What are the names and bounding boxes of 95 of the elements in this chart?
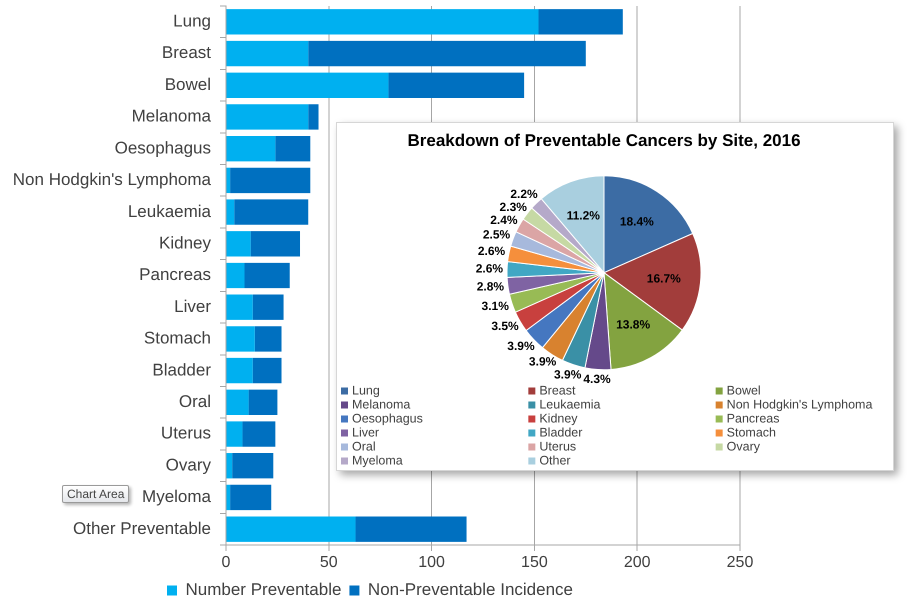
bar — [230, 484, 272, 510]
bar — [226, 484, 230, 510]
legend-label: Kidney — [539, 411, 578, 426]
y-tick-label: Myeloma — [142, 487, 212, 506]
y-tick-label: Non Hodgkin's Lymphoma — [12, 170, 212, 190]
bar — [275, 136, 310, 162]
y-tick-label: Melanoma — [132, 106, 212, 126]
bar — [226, 421, 242, 447]
bar — [226, 516, 356, 542]
y-tick-label: Bowel — [164, 74, 211, 94]
data-label: 3.9% — [554, 367, 582, 382]
bar — [226, 199, 234, 225]
data-label: 2.6% — [478, 244, 506, 258]
data-label: 2.2% — [510, 187, 538, 202]
bar — [244, 262, 290, 288]
y-tick-label: Pancreas — [139, 265, 211, 284]
y-tick-label: Lung — [173, 12, 211, 31]
bar — [226, 136, 276, 162]
data-label: 3.9% — [528, 354, 557, 368]
x-tick-label: 100 — [418, 554, 446, 572]
y-tick-label: Breast — [162, 43, 212, 62]
x-tick-label: 150 — [521, 554, 548, 572]
bar — [226, 294, 253, 320]
bar — [226, 231, 251, 256]
bar — [226, 168, 230, 194]
legend-label: Lung — [352, 383, 380, 398]
bar — [538, 9, 623, 35]
data-label: 3.9% — [507, 338, 535, 353]
bar — [230, 168, 310, 194]
legend-label: Bladder — [539, 425, 582, 440]
bar — [226, 453, 232, 478]
bar — [248, 390, 278, 416]
data-label: 11.2% — [566, 208, 600, 223]
legend-label: Oral — [352, 439, 376, 454]
y-tick-label: Oesophagus — [114, 138, 211, 158]
bar — [388, 72, 524, 98]
data-label: 4.3% — [583, 372, 612, 386]
legend-label: Pancreas — [726, 411, 780, 426]
bar — [254, 326, 282, 352]
data-label: 3.5% — [491, 318, 519, 333]
y-tick-label: Ovary — [166, 455, 212, 474]
x-tick-label: 50 — [320, 554, 338, 572]
legend-label: Non-Preventable Incidence — [368, 580, 573, 600]
chart-title: Breakdown of Preventable Cancers by Site, 2016 — [407, 130, 801, 150]
data-label: 2.4% — [490, 213, 518, 228]
bar — [234, 199, 308, 225]
bar — [226, 40, 308, 66]
y-tick-label: Oral — [178, 392, 211, 412]
data-label: 3.1% — [482, 298, 510, 313]
legend-label: Non Hodgkin's Lymphoma — [726, 397, 872, 412]
data-label: 2.5% — [482, 228, 511, 242]
bar — [226, 9, 539, 35]
y-tick-label: Kidney — [159, 233, 212, 252]
data-label: 2.6% — [476, 261, 504, 276]
bar — [226, 326, 255, 352]
text: Chart Area — [62, 485, 130, 503]
x-tick-label: 0 — [222, 554, 231, 572]
legend-label: Other — [539, 453, 571, 468]
bar — [226, 358, 253, 384]
bar — [250, 231, 300, 256]
legend-label: Ovary — [726, 439, 761, 454]
data-label: 18.4% — [620, 214, 654, 229]
y-tick-label: Bladder — [152, 360, 212, 380]
legend-label: Stomach — [726, 425, 776, 440]
bar — [308, 40, 586, 66]
legend-label: Oesophagus — [352, 411, 423, 426]
legend-label: Number Preventable — [186, 580, 342, 600]
data-label: 2.8% — [476, 280, 504, 294]
legend-label: Melanoma — [352, 397, 410, 412]
y-tick-label: Liver — [174, 296, 212, 316]
y-tick-label: Leukaemia — [128, 202, 212, 221]
legend-label: Myeloma — [352, 453, 403, 468]
legend-label: Liver — [352, 425, 380, 440]
bar — [252, 294, 284, 320]
legend-label: Leukaemia — [539, 397, 601, 412]
bar — [242, 421, 276, 447]
bar — [226, 390, 249, 416]
x-tick-label: 250 — [726, 554, 754, 572]
bar — [308, 104, 319, 130]
bar — [232, 453, 274, 478]
x-tick-label: 200 — [624, 554, 651, 572]
data-label: 2.3% — [500, 200, 528, 214]
legend-label: Uterus — [539, 439, 576, 454]
data-label: 13.8% — [616, 318, 650, 332]
bar — [356, 516, 467, 542]
bar — [226, 262, 245, 288]
bar — [226, 72, 388, 98]
bar — [252, 358, 282, 384]
y-tick-label: Uterus — [160, 424, 211, 443]
y-tick-label: Stomach — [144, 328, 211, 348]
legend-label: Breast — [539, 383, 576, 398]
y-tick-label: Other Preventable — [73, 518, 211, 538]
bar — [226, 104, 308, 130]
data-label: 16.7% — [646, 272, 682, 286]
legend-label: Bowel — [726, 383, 761, 398]
